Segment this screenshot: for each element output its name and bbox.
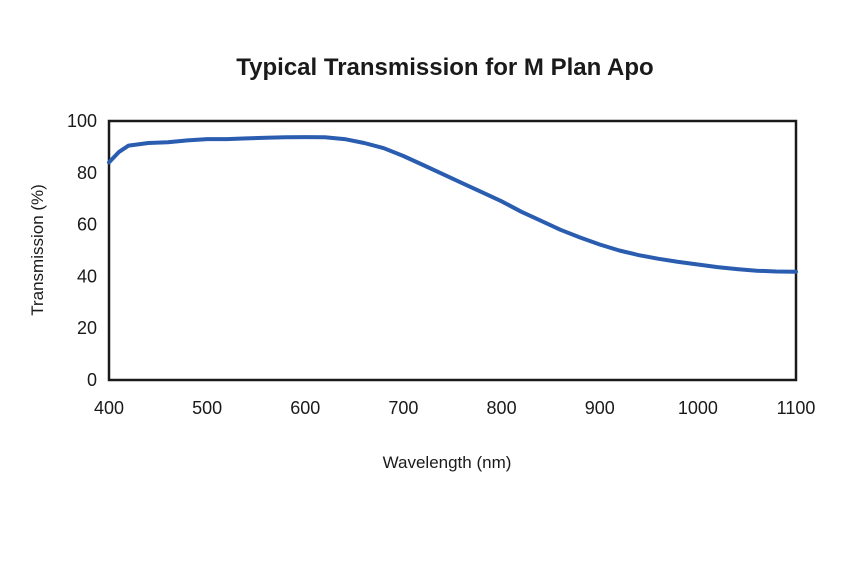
x-tick-label: 800: [487, 398, 517, 418]
y-tick-label: 100: [67, 111, 97, 131]
y-tick-label: 80: [77, 163, 97, 183]
y-tick-label: 0: [87, 370, 97, 390]
x-axis-label: Wavelength (nm): [383, 453, 512, 472]
y-axis-label: Transmission (%): [28, 184, 47, 316]
x-tick-label: 1000: [678, 398, 718, 418]
transmission-line: [107, 135, 798, 274]
x-tick-label: 900: [585, 398, 615, 418]
y-tick-label: 20: [77, 318, 97, 338]
x-tick-labels: 400 500 600 700 800 900 1000 1100: [94, 398, 815, 418]
x-tick-label: 700: [388, 398, 418, 418]
chart-title: Typical Transmission for M Plan Apo: [236, 54, 653, 81]
x-tick-label: 600: [290, 398, 320, 418]
x-tick-label: 400: [94, 398, 124, 418]
y-tick-label: 40: [77, 266, 97, 286]
y-tick-labels: 0 20 40 60 80 100: [67, 111, 97, 390]
y-tick-label: 60: [77, 215, 97, 235]
plot-frame: [107, 119, 798, 382]
x-tick-label: 500: [192, 398, 222, 418]
x-tick-label: 1100: [777, 398, 816, 418]
